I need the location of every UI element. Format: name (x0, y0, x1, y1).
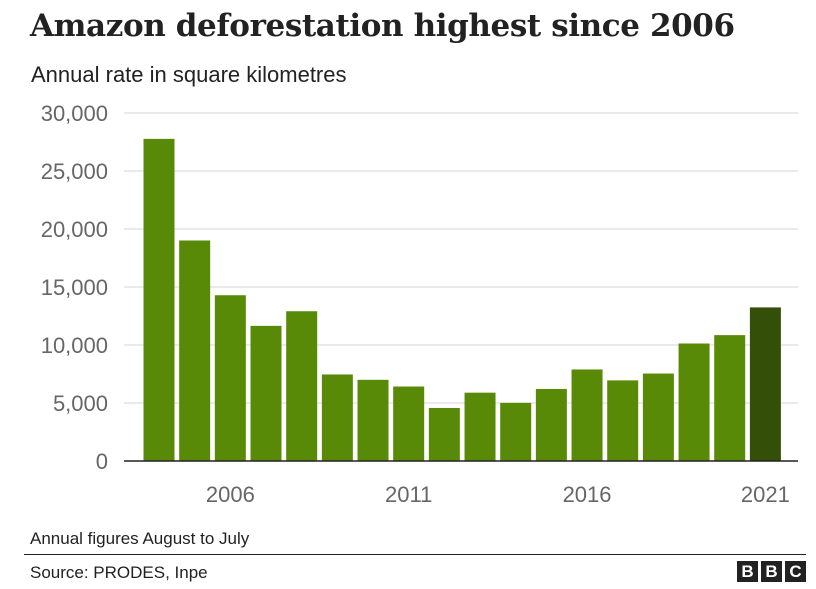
bar-2015 (535, 388, 567, 461)
y-tick-label: 5,000 (53, 391, 108, 416)
bar-2021 (749, 307, 781, 461)
bbc-logo-letter: B (737, 561, 758, 582)
bar-2006 (214, 295, 246, 461)
bar-2011 (393, 386, 425, 461)
footer-divider (24, 554, 806, 555)
bbc-logo-letter: B (761, 561, 782, 582)
source-text: Source: PRODES, Inpe (30, 563, 208, 582)
bar-2007 (250, 325, 282, 461)
bar-2017 (607, 380, 639, 461)
y-tick-label: 30,000 (41, 101, 108, 126)
chart-title: Amazon deforestation highest since 2006 (30, 8, 735, 44)
chart-subtitle: Annual rate in square kilometres (31, 62, 347, 87)
bar-2013 (464, 392, 496, 461)
bar-2009 (321, 374, 353, 461)
x-tick-label: 2016 (563, 482, 612, 507)
bar-2010 (357, 379, 389, 461)
y-tick-label: 15,000 (41, 275, 108, 300)
y-tick-label: 10,000 (41, 333, 108, 358)
y-tick-label: 25,000 (41, 159, 108, 184)
bar-2005 (179, 240, 211, 461)
bar-2012 (428, 407, 460, 461)
x-tick-label: 2011 (385, 482, 432, 507)
bar-2020 (714, 335, 746, 461)
bbc-logo: B B C (737, 561, 806, 582)
y-tick-label: 0 (96, 449, 108, 474)
bar-2016 (571, 369, 603, 461)
bar-chart: 0 5,000 10,000 15,000 20,000 25,000 30,000 2006… (41, 101, 798, 507)
footnote: Annual figures August to July (30, 529, 250, 548)
y-tick-label: 20,000 (41, 217, 108, 242)
bar-2018 (642, 373, 674, 461)
bar-2004 (143, 138, 175, 462)
bar-2008 (286, 311, 318, 461)
x-tick-label: 2021 (741, 482, 790, 507)
bar-2019 (678, 343, 710, 461)
x-tick-label: 2006 (206, 482, 255, 507)
bbc-logo-letter: C (785, 561, 806, 582)
bar-2014 (500, 402, 532, 461)
